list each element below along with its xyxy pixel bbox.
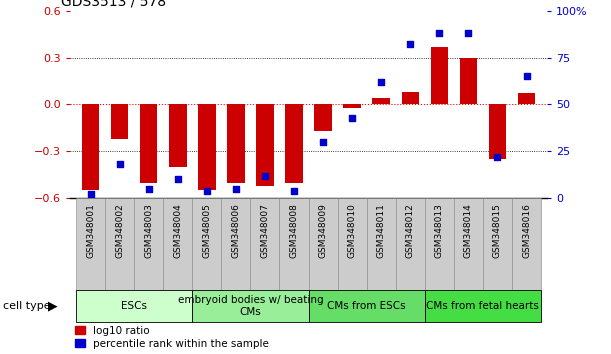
- Text: GSM348015: GSM348015: [493, 203, 502, 258]
- Bar: [105, 198, 134, 290]
- Point: [231, 186, 241, 192]
- Bar: [338, 198, 367, 290]
- Point: [260, 173, 270, 178]
- Point: [202, 188, 212, 194]
- Bar: [425, 198, 454, 290]
- Text: GSM348012: GSM348012: [406, 203, 415, 258]
- Text: cell type: cell type: [3, 301, 51, 311]
- Text: GSM348004: GSM348004: [174, 203, 182, 258]
- Bar: [401, 92, 419, 104]
- Text: GSM348002: GSM348002: [115, 203, 124, 258]
- Legend: log10 ratio, percentile rank within the sample: log10 ratio, percentile rank within the …: [76, 326, 269, 349]
- Bar: [483, 198, 512, 290]
- Bar: [134, 198, 163, 290]
- Bar: [489, 104, 506, 159]
- Text: GSM348011: GSM348011: [377, 203, 386, 258]
- Bar: [140, 104, 158, 183]
- Point: [434, 30, 444, 36]
- Bar: [285, 104, 302, 183]
- Point: [464, 30, 474, 36]
- Point: [347, 115, 357, 120]
- Text: GSM348007: GSM348007: [260, 203, 269, 258]
- Text: GSM348010: GSM348010: [348, 203, 357, 258]
- Point: [492, 154, 502, 160]
- Bar: [169, 104, 186, 167]
- Bar: [343, 104, 361, 108]
- Point: [289, 188, 299, 194]
- Bar: [82, 104, 100, 190]
- Bar: [192, 198, 221, 290]
- Bar: [367, 198, 396, 290]
- Text: GSM348006: GSM348006: [232, 203, 240, 258]
- Bar: [396, 198, 425, 290]
- Text: GSM348013: GSM348013: [435, 203, 444, 258]
- Text: GSM348016: GSM348016: [522, 203, 531, 258]
- Bar: [163, 198, 192, 290]
- Point: [405, 41, 415, 47]
- Bar: [431, 47, 448, 104]
- Bar: [373, 98, 390, 104]
- Bar: [227, 104, 244, 183]
- Text: CMs from fetal hearts: CMs from fetal hearts: [426, 301, 540, 311]
- Bar: [309, 198, 338, 290]
- Bar: [76, 290, 192, 322]
- Bar: [221, 198, 251, 290]
- Text: embryoid bodies w/ beating
CMs: embryoid bodies w/ beating CMs: [178, 295, 323, 317]
- Bar: [459, 57, 477, 104]
- Point: [115, 162, 125, 167]
- Point: [522, 74, 532, 79]
- Bar: [425, 290, 541, 322]
- Text: GSM348009: GSM348009: [318, 203, 327, 258]
- Bar: [76, 198, 105, 290]
- Bar: [315, 104, 332, 131]
- Bar: [198, 104, 216, 190]
- Text: GSM348001: GSM348001: [86, 203, 95, 258]
- Bar: [512, 198, 541, 290]
- Bar: [309, 290, 425, 322]
- Point: [318, 139, 328, 145]
- Text: GSM348008: GSM348008: [290, 203, 299, 258]
- Point: [86, 192, 95, 197]
- Bar: [518, 93, 535, 104]
- Bar: [111, 104, 128, 139]
- Bar: [256, 104, 274, 186]
- Point: [376, 79, 386, 85]
- Point: [144, 186, 153, 192]
- Text: GSM348003: GSM348003: [144, 203, 153, 258]
- Bar: [192, 290, 309, 322]
- Text: ▶: ▶: [48, 300, 58, 313]
- Text: ESCs: ESCs: [121, 301, 147, 311]
- Text: GSM348005: GSM348005: [202, 203, 211, 258]
- Bar: [251, 198, 279, 290]
- Bar: [279, 198, 309, 290]
- Text: GSM348014: GSM348014: [464, 203, 473, 258]
- Bar: [454, 198, 483, 290]
- Text: CMs from ESCs: CMs from ESCs: [327, 301, 406, 311]
- Text: GDS3513 / 578: GDS3513 / 578: [60, 0, 166, 8]
- Point: [173, 177, 183, 182]
